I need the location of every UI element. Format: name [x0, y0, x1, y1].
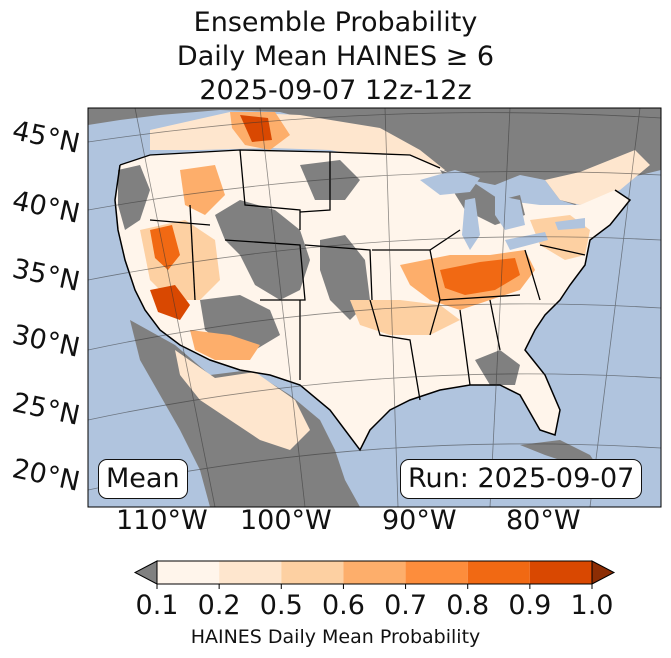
lake-superior: [420, 170, 480, 195]
colorbar-extend-high: [591, 560, 616, 585]
lake-huron: [495, 195, 525, 230]
colorbar-segment: [219, 561, 282, 584]
colorbar-segment: [281, 561, 344, 584]
canada-prob-region: [150, 112, 445, 175]
colorbar-tick-label: 0.7: [384, 590, 428, 621]
lon-label-80: 80°W: [506, 505, 581, 536]
run-label: Run: 2025-09-07: [400, 459, 643, 499]
lake-michigan: [462, 198, 480, 250]
colorbar-tick-label: 0.8: [446, 590, 490, 621]
stat-label: Mean: [98, 459, 188, 499]
colorbar-tick-label: 0.2: [197, 590, 241, 621]
colorbar-segment: [529, 561, 592, 584]
mexico-prob: [175, 350, 310, 450]
canada-prob-east: [545, 150, 650, 205]
colorbar-label: HAINES Daily Mean Probability: [190, 626, 481, 648]
colorbar-extend-low: [133, 560, 158, 585]
lake-ontario: [555, 218, 585, 230]
colorbar-tick-label: 0.5: [259, 590, 303, 621]
colorbar: [133, 560, 616, 589]
title-line-1: Ensemble Probability: [193, 7, 478, 38]
map-frame: [87, 107, 662, 508]
colorbar-segment: [343, 561, 406, 584]
colorbar-tick-label: 1.0: [570, 590, 614, 621]
colorbar-segment: [467, 561, 530, 584]
gray-rockies: [215, 200, 310, 300]
colorbar-segment: [157, 561, 220, 584]
us-coastline: [114, 164, 632, 452]
gray-southeast: [475, 350, 520, 385]
graticule: [88, 108, 661, 507]
gray-plains: [320, 235, 370, 320]
colorbar-tick-label: 0.9: [508, 590, 552, 621]
baja-land: [150, 335, 210, 440]
colorbar-tick-label: 0.6: [321, 590, 365, 621]
gray-west-coast: [118, 165, 150, 230]
title-line-3: 2025-09-07 12z-12z: [199, 75, 472, 106]
prob-idaho: [180, 165, 225, 215]
lon-label-90: 90°W: [382, 505, 457, 536]
canada-land: [88, 108, 661, 205]
prob-az: [190, 330, 260, 360]
colorbar-frame: [156, 560, 593, 585]
prob-ohio-core: [440, 258, 520, 295]
prob-socal: [150, 285, 190, 320]
lon-label-100: 100°W: [240, 505, 332, 536]
prob-nv-core: [150, 225, 180, 270]
title-line-2: Daily Mean HAINES ≥ 6: [176, 41, 495, 72]
colorbar-segment: [405, 561, 468, 584]
lon-label-110: 110°W: [116, 505, 208, 536]
colorbar-tick-label: 0.1: [135, 590, 179, 621]
